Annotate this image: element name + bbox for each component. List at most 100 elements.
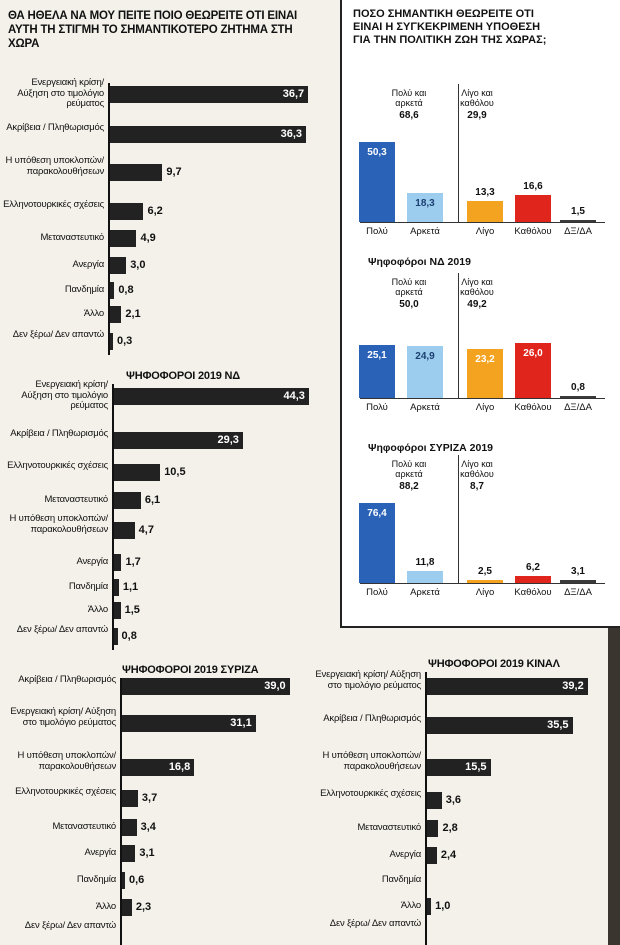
data-label: 10,5 (164, 466, 186, 478)
chart-title: Ψηφοφόροι ΝΔ 2019 (368, 256, 471, 268)
category-label: Ελληνοτουρκικές σχέσεις (3, 199, 104, 211)
data-label: 39,0 (264, 680, 286, 692)
category-label: Πολύ (366, 226, 388, 237)
bar (427, 716, 573, 734)
group-label: Λίγο και καθόλου (460, 459, 494, 479)
category-label: Ανεργία (389, 848, 421, 860)
group-label: Πολύ και αρκετά (391, 277, 427, 297)
data-label: 3,1 (571, 565, 585, 577)
category-label: Λίγο (475, 402, 495, 413)
data-label: 0,8 (121, 630, 137, 642)
category-label: Πανδημία (64, 283, 104, 295)
bar (110, 256, 127, 274)
data-label: 11,8 (415, 556, 435, 568)
group-label: Πολύ και αρκετά (391, 88, 427, 108)
category-label: Άλλο (400, 899, 421, 911)
bar (110, 305, 122, 323)
group-divider (458, 455, 459, 583)
category-label: Μεταναστευτικό (44, 493, 108, 505)
data-label: 4,7 (138, 524, 154, 536)
data-label: 2,4 (440, 849, 457, 861)
bar (114, 627, 118, 645)
data-label: 35,5 (547, 719, 569, 731)
bar (359, 345, 395, 398)
category-label: Ακρίβεια / Πληθωρισμός (10, 428, 108, 440)
bar (560, 579, 596, 583)
baseline (360, 398, 605, 399)
data-label: 36,3 (280, 128, 303, 140)
data-label: 50,3 (367, 146, 387, 158)
bar (110, 163, 163, 181)
category-label: Πανδημία (76, 873, 116, 885)
bar (560, 396, 596, 398)
data-label: 18,3 (415, 197, 435, 209)
bar (515, 576, 551, 583)
category-label: Ανεργία (84, 846, 116, 858)
bar (122, 898, 132, 916)
bar (515, 343, 551, 398)
bar (114, 521, 135, 539)
data-label: 0,6 (129, 874, 145, 886)
group-divider (458, 84, 459, 222)
bar (407, 570, 443, 583)
category-label: Πολύ (366, 402, 388, 413)
data-label: 1,0 (435, 900, 451, 912)
data-label: 29,3 (217, 434, 239, 446)
category-label: Μεταναστευτικό (40, 231, 104, 243)
data-label: 16,6 (523, 181, 543, 193)
category-label: Ελληνοτουρκικές σχέσεις (7, 460, 108, 472)
bar (110, 125, 307, 143)
category-label: Άλλο (95, 900, 116, 912)
bar (110, 332, 113, 350)
axis-line (425, 672, 427, 945)
category-label: Ενεργειακή κρίση/ Αύξηση στο τιμολόγιο ρ… (315, 669, 421, 691)
category-label: Ενεργειακή κρίση/ Αύξηση στο τιμολόγιο ρ… (21, 379, 108, 412)
category-label: Πολύ (366, 587, 388, 598)
data-label: 3,4 (140, 821, 156, 833)
data-label: 23,2 (475, 354, 495, 366)
data-label: 26,0 (523, 348, 543, 360)
category-label: Η υπόθεση υποκλοπών/ παρακολουθήσεων (322, 750, 422, 772)
chart-title: ΘΑ ΗΘΕΛΑ ΝΑ ΜΟΥ ΠΕΙΤΕ ΠΟΙΟ ΘΕΩΡΕΙΤΕ ΟΤΙ … (8, 10, 298, 50)
bar (359, 502, 395, 583)
category-label: Η υπόθεση υποκλοπών/ παρακολουθήσεων (9, 513, 109, 535)
data-label: 1,1 (122, 581, 139, 593)
bar (122, 871, 125, 889)
bar (407, 192, 443, 222)
bar (110, 202, 144, 220)
category-label: Η υπόθεση υποκλοπών/ παρακολουθήσεων (5, 155, 105, 177)
data-label: 0,8 (118, 284, 134, 296)
bar (427, 846, 437, 864)
data-label: 39,2 (562, 680, 584, 692)
data-label: 6,2 (147, 205, 163, 217)
bar (110, 229, 137, 247)
category-label: Λίγο (475, 587, 495, 598)
data-label: 31,1 (230, 717, 252, 729)
bar (427, 791, 442, 809)
bar (114, 553, 122, 571)
data-label: 16,8 (168, 761, 191, 773)
bar (427, 758, 491, 776)
category-label: ΔΞ/ΔΑ (564, 402, 592, 413)
group-value: 50,0 (399, 299, 419, 310)
bar (114, 387, 309, 405)
data-label: 25,1 (367, 350, 387, 362)
category-label: Δεν ξέρω/ Δεν απαντώ (12, 329, 104, 341)
category-label: Ανεργία (72, 258, 104, 270)
chart-title: ΠΟΣΟ ΣΗΜΑΝΤΙΚΗ ΘΕΩΡΕΙΤΕ ΟΤΙ ΕΙΝΑΙ Η ΣΥΓΚ… (353, 8, 547, 46)
category-label: Αρκετά (410, 226, 440, 237)
category-label: Καθόλου (514, 587, 552, 598)
category-label: Λίγο (475, 226, 495, 237)
data-label: 76,4 (367, 507, 387, 519)
category-label: Ακρίβεια / Πληθωρισμός (6, 122, 104, 134)
data-label: 2,8 (442, 822, 458, 834)
page-edge (608, 628, 620, 945)
chart-title: ΨΗΦΟΦΟΡΟΙ 2019 ΚΙΝΑΛ (428, 658, 560, 670)
group-value: 88,2 (399, 481, 419, 492)
group-value: 49,2 (467, 299, 487, 310)
data-label: 15,5 (465, 761, 487, 773)
data-label: 2,3 (135, 901, 152, 913)
data-label: 2,1 (125, 308, 141, 320)
bar (427, 897, 432, 915)
category-label: Αρκετά (410, 587, 440, 598)
